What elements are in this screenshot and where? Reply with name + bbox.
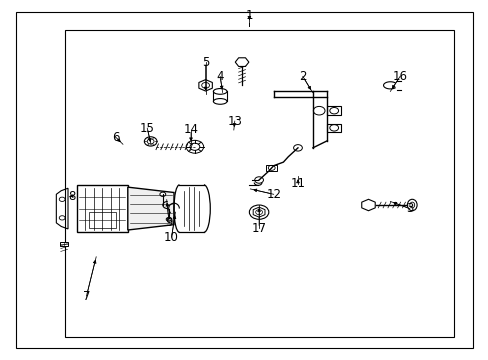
Bar bbox=[266, 165, 277, 171]
Text: 13: 13 bbox=[227, 114, 242, 127]
Bar bbox=[327, 123, 340, 132]
Text: 17: 17 bbox=[251, 222, 266, 235]
Text: 5: 5 bbox=[202, 55, 209, 69]
Text: 2: 2 bbox=[299, 70, 306, 83]
Bar bbox=[89, 212, 116, 228]
Polygon shape bbox=[253, 207, 264, 217]
Bar bbox=[64, 30, 453, 337]
Text: 12: 12 bbox=[265, 188, 281, 201]
Text: 4: 4 bbox=[216, 70, 224, 83]
Text: 9: 9 bbox=[165, 216, 173, 229]
Text: 7: 7 bbox=[82, 289, 90, 303]
Polygon shape bbox=[361, 199, 374, 211]
Text: 1: 1 bbox=[245, 9, 253, 22]
Text: 6: 6 bbox=[112, 131, 119, 144]
Text: 16: 16 bbox=[392, 70, 407, 83]
Text: 3: 3 bbox=[406, 202, 413, 215]
Circle shape bbox=[160, 192, 165, 197]
Bar bbox=[77, 185, 127, 232]
Text: 15: 15 bbox=[140, 122, 154, 135]
Polygon shape bbox=[127, 187, 174, 230]
Bar bbox=[60, 242, 68, 246]
Text: 14: 14 bbox=[183, 123, 198, 136]
Text: 11: 11 bbox=[290, 177, 305, 190]
Text: 8: 8 bbox=[68, 190, 76, 203]
Polygon shape bbox=[235, 58, 248, 67]
Bar bbox=[327, 107, 340, 115]
Text: 10: 10 bbox=[164, 231, 179, 244]
